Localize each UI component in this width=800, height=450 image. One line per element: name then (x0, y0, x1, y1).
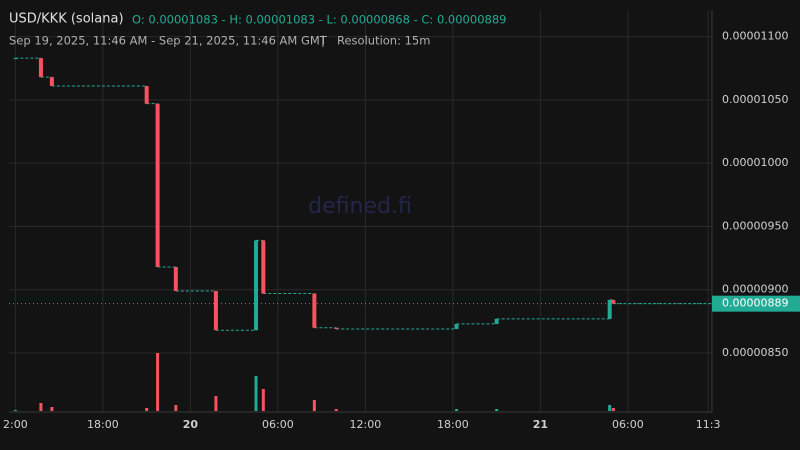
x-tick-label: 12:00 (350, 418, 382, 431)
y-tick-label: 0.00001100 (722, 30, 788, 43)
symbol: USD/KKK (solana) (9, 12, 124, 27)
ohlc: O: 0.00001083 - H: 0.00001083 - L: 0.000… (132, 13, 506, 27)
volume-bar (50, 407, 54, 411)
candle-body (49, 77, 54, 86)
candle-body (454, 323, 459, 329)
candle-body (254, 240, 259, 331)
volume-bar (611, 408, 615, 411)
volume-bar (156, 353, 160, 411)
volume-bar (145, 408, 149, 411)
x-tick-label: 06:00 (262, 418, 294, 431)
y-tick-label: 0.00000950 (722, 219, 788, 232)
candle-body (144, 85, 149, 104)
candle-body (13, 58, 18, 60)
x-tick-label: 2:00 (3, 418, 28, 431)
volume-bar (174, 405, 178, 411)
candle-body (155, 103, 160, 267)
y-tick-label: 0.00001050 (722, 93, 788, 106)
volume-bar (312, 400, 316, 411)
volume-bar (214, 396, 218, 411)
volume-bar (261, 389, 265, 411)
candle-body (213, 291, 218, 331)
last-price-box (712, 295, 800, 312)
candle-body (494, 318, 499, 324)
volume-bar (13, 410, 17, 411)
grid (9, 10, 712, 412)
volume-bar (608, 405, 612, 411)
y-tick-label: 0.00000900 (722, 283, 788, 296)
watermark: defined.fi (308, 194, 412, 219)
volume-bar (334, 409, 338, 411)
candle-body (173, 266, 178, 292)
candle-body (261, 240, 266, 294)
separator: | (321, 34, 325, 48)
axes: 0.00000850 0.00000900 0.00000950 0.00001000… (3, 30, 800, 431)
x-tick-label: 20 (183, 418, 199, 431)
y-tick-label: 0.00001000 (722, 156, 788, 169)
time-range: Sep 19, 2025, 11:46 AM - Sep 21, 2025, 1… (9, 34, 328, 48)
candles (9, 57, 712, 411)
x-tick-label: 21 (533, 418, 548, 431)
x-tick-label: 18:00 (87, 418, 119, 431)
last-price-label: 0.00000889 (722, 297, 788, 310)
x-tick-label: 18:00 (437, 418, 469, 431)
candle-body (607, 299, 612, 319)
volume-bar (495, 409, 499, 411)
candle-body (312, 293, 317, 328)
resolution: Resolution: 15m (337, 34, 430, 48)
volume-bar (39, 403, 43, 411)
candle-body (611, 299, 616, 304)
y-tick-label: 0.00000850 (722, 346, 788, 359)
candle-body (38, 58, 43, 78)
volume-bar (254, 376, 258, 411)
volume-bar (455, 409, 459, 411)
candle-body (334, 327, 339, 329)
x-tick-label: 06:00 (612, 418, 644, 431)
x-tick-label: 11:3 (696, 418, 721, 431)
